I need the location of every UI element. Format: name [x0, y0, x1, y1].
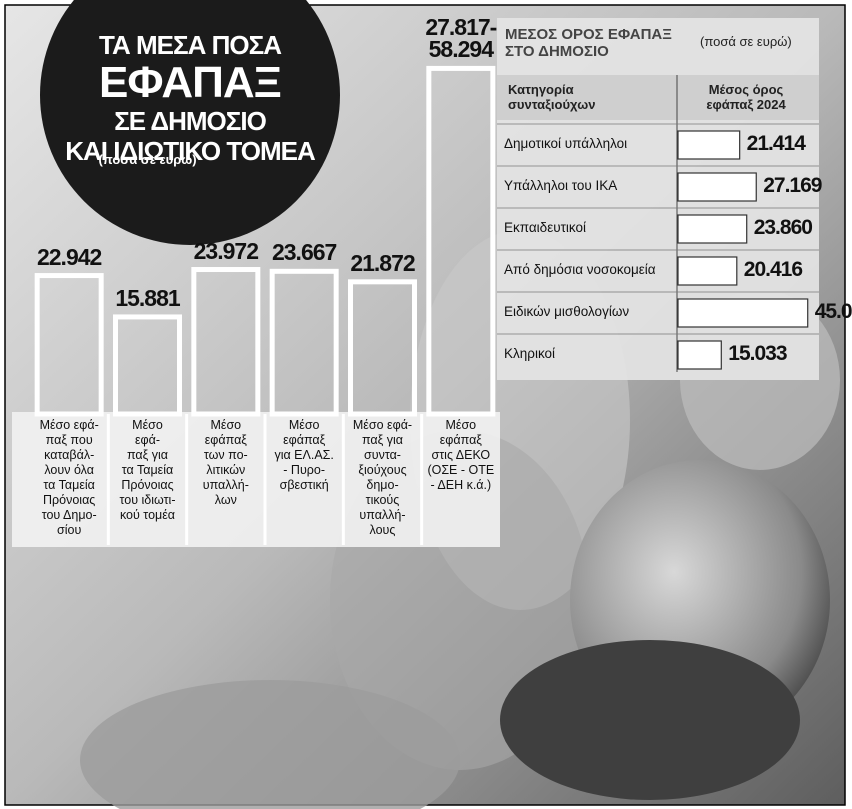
bar: [34, 273, 104, 417]
category-label: Μέσο εφάπαξ για ΕΛ.ΑΣ. - Πυρο- σβεστική: [274, 418, 334, 492]
category-label: Μέσο εφά- παξ για τα Ταμεία Πρόνοιας του…: [119, 418, 176, 522]
value-label: 20.416: [743, 258, 803, 281]
row-label: Κληρικοί: [504, 346, 556, 361]
bar: [677, 340, 722, 370]
bar: [113, 314, 182, 417]
value-label: 22.942: [36, 243, 102, 270]
row-label: Υπάλληλοι του ΙΚΑ: [504, 178, 618, 193]
value-label: 27.169: [763, 174, 822, 197]
bar: [677, 172, 757, 202]
chart-title: ΤΑ ΜΕΣΑ ΠΟΣΑ ΕΦΑΠΑΞ ΣΕ ΔΗΜΟΣΙΟ ΚΑΙ ΙΔΙΩΤΙΚΟ…: [65, 30, 316, 166]
value-label: 27.817- 58.294: [425, 14, 497, 63]
bar: [426, 65, 496, 417]
bar: [677, 298, 809, 328]
value-label: 23.972: [193, 237, 259, 264]
value-label: 23.667: [271, 239, 337, 266]
value-label: 45.041: [814, 300, 852, 323]
category-label: Μέσο εφάπαξ στις ΔΕΚΟ (ΟΣΕ - ΟΤΕ - ΔΕΗ κ…: [427, 418, 495, 492]
value-label: 23.860: [753, 216, 813, 239]
category-label: Μέσο εφά- παξ που καταβάλ- λουν όλα τα Τ…: [39, 418, 99, 537]
chart-subtitle: (ποσά σε ευρώ): [98, 152, 197, 167]
value-label: 21.872: [350, 249, 415, 276]
row-label: Δημοτικοί υπάλληλοι: [504, 136, 628, 151]
row-label: Από δημόσια νοσοκομεία: [504, 262, 656, 277]
column-header: Μέσος όρος εφάπαξ 2024: [706, 82, 786, 112]
bar: [677, 256, 738, 286]
category-label: Μέσο εφά- παξ για συντα- ξιούχους δημο- …: [352, 418, 413, 537]
bar: [348, 279, 417, 417]
value-label: 21.414: [746, 132, 806, 155]
category-label: Μέσο εφάπαξ των πο- λιτικών υπαλλή- λων: [202, 418, 249, 507]
bar: [269, 268, 339, 417]
value-label: 15.881: [115, 284, 180, 311]
table-title: ΜΕΣΟΣ ΟΡΟΣ ΕΦΑΠΑΞ ΣΤΟ ΔΗΜΟΣΙΟ: [505, 26, 672, 60]
column-header: Κατηγορία συνταξιούχων: [508, 82, 596, 112]
value-label: 15.033: [728, 342, 787, 365]
row-label: Εκπαιδευτικοί: [504, 220, 587, 235]
bar: [677, 130, 741, 160]
row-label: Ειδικών μισθολογίων: [504, 304, 630, 319]
bar: [191, 267, 261, 417]
bar: [677, 214, 748, 244]
table-subtitle: (ποσά σε ευρώ): [700, 34, 792, 49]
